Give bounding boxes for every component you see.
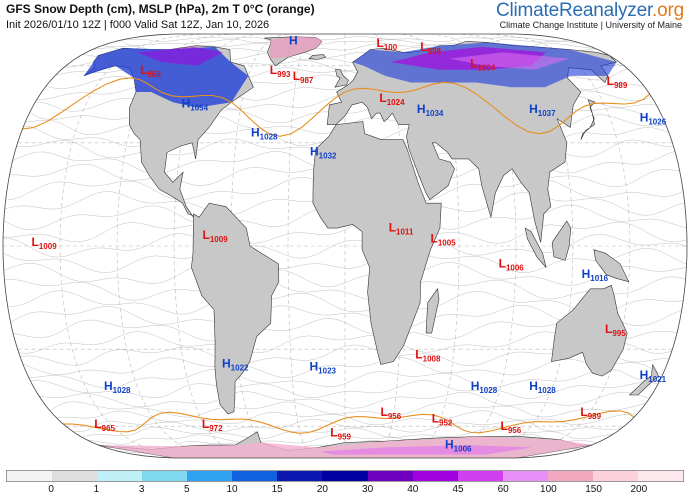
colorbar-swatch [142, 471, 188, 481]
freezing-line [22, 77, 651, 434]
colorbar-tick-label: 40 [407, 484, 419, 495]
colorbar-swatch [97, 471, 143, 481]
colorbar-tick-label: 10 [226, 484, 238, 495]
colorbar-tick-label: 100 [540, 484, 557, 495]
brand-logo[interactable]: ClimateReanalyzer.org [496, 0, 684, 22]
globe-border [2, 33, 688, 459]
colorbar-tick-label: 5 [184, 484, 190, 495]
colorbar-tick-label: 3 [138, 484, 145, 495]
colorbar-swatch [412, 471, 458, 481]
colorbar-tick-label: 30 [362, 484, 374, 495]
brand-subtitle: Climate Change Institute | University of… [499, 20, 682, 30]
colorbar-ticks: 0 1 3 5 10 15 20 30 40 45 60 100 150 200 [6, 484, 684, 498]
colorbar-swatch [592, 471, 638, 481]
colorbar-swatch [457, 471, 503, 481]
colorbar-swatch [277, 471, 323, 481]
colorbar-tick-label: 200 [630, 484, 648, 495]
snow-depth-colorbar [6, 470, 684, 482]
map-subtitle: Init 2026/01/10 12Z | f000 Valid Sat 12Z… [6, 19, 270, 31]
colorbar-tick-label: 150 [585, 484, 602, 495]
colorbar-swatch [322, 471, 368, 481]
colorbar-swatch [637, 471, 683, 481]
colorbar-swatch [367, 471, 413, 481]
colorbar-swatch [7, 471, 53, 481]
snow-overlay [83, 36, 617, 458]
colorbar-tick-label: 1 [93, 484, 100, 495]
colorbar-swatch [232, 471, 278, 481]
brand-main: ClimateReanalyzer [495, 0, 653, 21]
colorbar-tick-label: 0 [48, 484, 54, 495]
colorbar-tick-label: 60 [497, 484, 509, 495]
colorbar-tick-label: 45 [452, 484, 464, 495]
pressure-center-high: H [289, 34, 298, 48]
colorbar-swatch [52, 471, 98, 481]
map-title: GFS Snow Depth (cm), MSLP (hPa), 2m T 0°… [6, 2, 315, 16]
colorbar-swatch [187, 471, 233, 481]
colorbar-tick-label: 20 [316, 484, 328, 495]
brand-suffix: .org [652, 0, 684, 21]
colorbar-swatch [502, 471, 548, 481]
colorbar-tick-label: 15 [271, 484, 283, 495]
colorbar-swatch [547, 471, 593, 481]
